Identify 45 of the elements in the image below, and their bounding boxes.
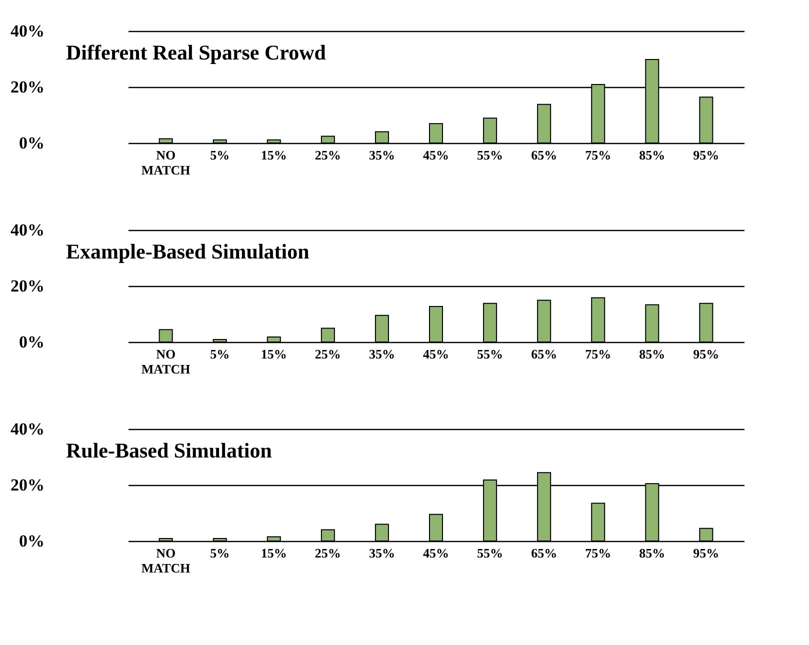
- chart-title: Different Real Sparse Crowd: [66, 40, 326, 64]
- y-tick-label: 40%: [10, 220, 44, 240]
- x-tick-label: 45%: [423, 148, 449, 162]
- x-tick-label: 85%: [639, 546, 666, 560]
- x-tick-label: 65%: [531, 546, 558, 560]
- y-tick-label: 20%: [10, 276, 44, 296]
- x-tick-label: 15%: [260, 148, 287, 162]
- chart-title: Example-Based Simulation: [66, 239, 310, 264]
- y-tick-label: 0%: [19, 532, 44, 550]
- x-tick-label: 35%: [368, 346, 395, 362]
- x-tick-label: NO MATCH: [141, 148, 190, 178]
- x-tick-label: NO MATCH: [141, 346, 190, 376]
- x-tick-label: 25%: [314, 546, 341, 560]
- chart-title: Rule-Based Simulation: [66, 438, 272, 462]
- x-tick-label: 5%: [210, 148, 230, 162]
- x-tick-label: 45%: [423, 546, 449, 560]
- x-tick-label: 85%: [639, 148, 666, 162]
- x-tick-label: 45%: [423, 346, 449, 362]
- x-tick-label: 65%: [531, 148, 558, 162]
- x-tick-label: 95%: [693, 546, 720, 560]
- x-tick-label: 25%: [314, 346, 341, 362]
- y-tick-label: 20%: [10, 78, 44, 96]
- y-tick-label: 0%: [19, 332, 44, 352]
- x-tick-label: 95%: [693, 346, 720, 362]
- x-tick-label: 55%: [477, 546, 504, 560]
- x-tick-label: 5%: [210, 546, 230, 560]
- x-tick-label: 35%: [368, 546, 395, 560]
- y-tick-label: 0%: [19, 134, 44, 152]
- y-tick-label: 20%: [10, 476, 44, 494]
- x-tick-label: 55%: [477, 346, 504, 362]
- x-tick-label: 75%: [585, 346, 612, 362]
- y-tick-label: 40%: [10, 420, 44, 438]
- x-tick-label: 15%: [260, 546, 287, 560]
- x-tick-label: 55%: [477, 148, 504, 162]
- x-tick-label: 15%: [260, 346, 287, 362]
- x-tick-label: 85%: [639, 346, 666, 362]
- x-tick-label: 75%: [585, 546, 612, 560]
- x-tick-label: 75%: [585, 148, 612, 162]
- x-tick-label: 25%: [314, 148, 341, 162]
- x-tick-label: 5%: [210, 346, 230, 362]
- x-tick-label: 95%: [693, 148, 720, 162]
- x-tick-label: 35%: [368, 148, 395, 162]
- x-tick-label: 65%: [531, 346, 558, 362]
- y-tick-label: 40%: [10, 22, 44, 40]
- x-tick-label: NO MATCH: [141, 546, 190, 576]
